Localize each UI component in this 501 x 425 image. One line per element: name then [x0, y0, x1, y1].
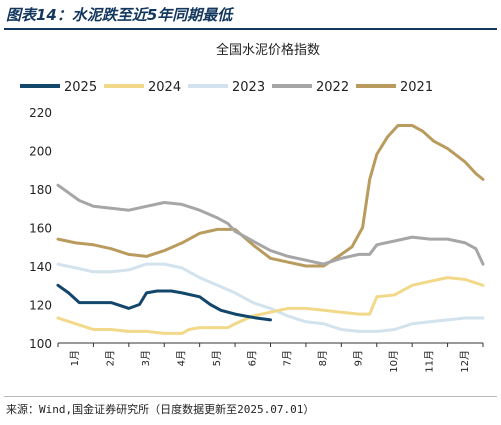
series-line-2021 — [56, 124, 485, 268]
series-line-2022 — [56, 183, 485, 266]
series-line-2025 — [56, 283, 272, 322]
title-rule — [4, 28, 497, 30]
chart-title: 全国水泥价格指数 — [216, 42, 320, 58]
x-tick-label: 1月 — [69, 350, 81, 366]
figure-title: 图表14：水泥跌至近5年同期最低 — [6, 6, 233, 24]
x-tick-label: 9月 — [353, 350, 365, 366]
y-axis: 100 120 140 160 180 200 220 — [29, 106, 52, 351]
x-tick-label: 2月 — [105, 350, 117, 366]
x-tick-label: 11月 — [423, 350, 435, 373]
series-line-2024 — [56, 276, 485, 335]
series-layer — [56, 124, 485, 335]
legend-label-2023: 2023 — [232, 80, 265, 95]
x-tick-label: 10月 — [388, 350, 400, 373]
source-rule — [4, 396, 497, 397]
y-tick-label: 100 — [29, 337, 52, 351]
x-tick-label: 8月 — [317, 350, 329, 366]
y-tick-label: 200 — [29, 145, 52, 159]
legend-label-2021: 2021 — [400, 80, 433, 95]
y-tick-label: 120 — [29, 299, 52, 313]
y-tick-label: 140 — [29, 260, 52, 274]
legend-label-2025: 2025 — [64, 80, 97, 95]
legend-label-2022: 2022 — [316, 80, 349, 95]
x-tick-label: 5月 — [211, 350, 223, 366]
series-line-2023 — [56, 262, 485, 333]
source-note: 来源：Wind,国金证券研究所（日度数据更新至2025.07.01） — [6, 403, 315, 416]
x-tick-label: 3月 — [140, 350, 152, 366]
x-tick-label: 7月 — [282, 350, 294, 366]
x-axis: 1月 2月 3月 4月 5月 6月 7月 8月 9月 10月 11月 12月 — [57, 342, 484, 373]
x-tick-label: 12月 — [459, 350, 471, 373]
legend-label-2024: 2024 — [148, 80, 181, 95]
y-tick-label: 220 — [29, 106, 52, 120]
x-tick-label: 6月 — [246, 350, 258, 366]
chart-area: 全国水泥价格指数 2025 2024 2023 2022 2021 100 120 140 1… — [0, 30, 501, 393]
y-tick-label: 180 — [29, 183, 52, 197]
line-chart: 全国水泥价格指数 2025 2024 2023 2022 2021 1001201401… — [20, 42, 485, 373]
y-tick-label: 160 — [29, 222, 52, 236]
legend: 2025 2024 2023 2022 2021 — [20, 80, 433, 95]
x-tick-label: 4月 — [175, 350, 187, 366]
